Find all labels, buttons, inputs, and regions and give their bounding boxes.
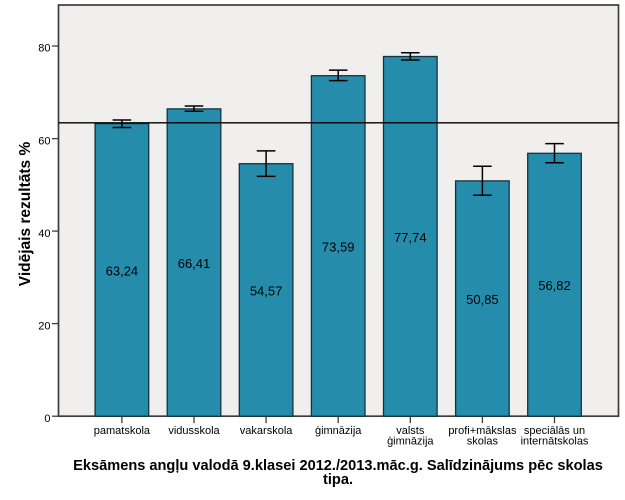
svg-text:speciālās un: speciālās un [524,425,585,437]
svg-text:tipa.: tipa. [323,472,353,488]
svg-text:valsts: valsts [396,425,425,437]
svg-text:Eksāmens angļu valodā 9.klasei: Eksāmens angļu valodā 9.klasei 2012./201… [73,458,603,474]
svg-text:skolas: skolas [467,435,499,447]
svg-text:profi+mākslas: profi+mākslas [448,425,517,437]
svg-text:56,82: 56,82 [538,278,571,293]
svg-text:60: 60 [38,135,50,147]
svg-text:pamatskola: pamatskola [94,425,151,437]
svg-text:vakarskola: vakarskola [240,425,293,437]
svg-text:63,24: 63,24 [106,263,139,278]
svg-text:54,57: 54,57 [250,283,283,298]
svg-text:ģimnāzija: ģimnāzija [315,424,362,437]
svg-text:internātskolas: internātskolas [521,435,589,447]
svg-text:80: 80 [38,43,50,55]
svg-text:0: 0 [44,413,50,425]
svg-text:50,85: 50,85 [466,292,499,307]
svg-text:20: 20 [38,320,50,332]
svg-text:vidusskola: vidusskola [168,425,220,437]
svg-text:66,41: 66,41 [178,256,211,271]
svg-text:40: 40 [38,228,50,240]
svg-text:ģimnāzija: ģimnāzija [387,434,434,447]
svg-text:Vidējais rezultāts %: Vidējais rezultāts % [17,142,34,287]
svg-text:77,74: 77,74 [394,230,427,245]
svg-text:73,59: 73,59 [322,239,355,254]
